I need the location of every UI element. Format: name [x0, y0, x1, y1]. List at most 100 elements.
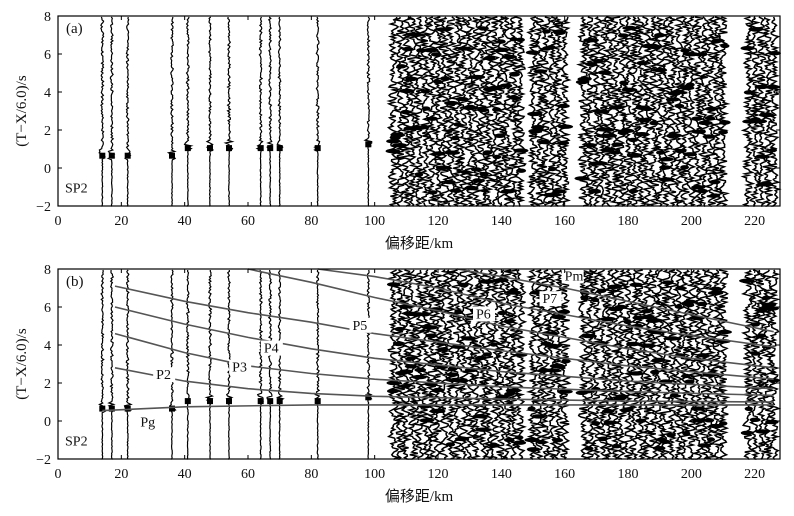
y-tick-label: 8 [44, 263, 51, 278]
seismic-trace [363, 16, 373, 207]
seismic-trace [487, 16, 503, 207]
seismic-trace [405, 16, 421, 207]
wavelet-blob [674, 103, 685, 109]
seismic-trace [499, 269, 514, 460]
y-tick-label: 2 [44, 124, 51, 139]
wavelet-blob [683, 299, 697, 304]
wavelet-blob [626, 153, 643, 158]
first-arrival-wavelet [124, 152, 131, 159]
x-tick-label: 60 [241, 467, 255, 482]
wavelet-blob [426, 116, 438, 121]
wavelet-blob [527, 406, 536, 411]
wavelet-blob [550, 314, 566, 320]
first-arrival-wavelet [99, 152, 106, 159]
seismic-trace [386, 16, 402, 207]
wavelet-blob [607, 284, 623, 289]
curve-p5 [114, 285, 774, 380]
panel-a: 0 20 40 60 80 100 120 140 160 180 200 220 −2 0 2 4 6 8 (a)… [14, 10, 782, 252]
seismic-trace [123, 269, 133, 460]
first-arrival-wavelet [314, 398, 321, 405]
first-arrival-wavelet [169, 152, 175, 159]
curve-label-background [260, 340, 283, 356]
x-tick-label: 140 [491, 467, 512, 482]
wavelet-blob [420, 312, 431, 317]
seismic-trace [204, 270, 215, 460]
wavelet-blob [422, 325, 439, 330]
wavelet-blob [504, 391, 515, 397]
seismic-trace [716, 16, 731, 207]
seismic-trace [658, 16, 673, 207]
seismic-trace [223, 16, 235, 207]
seismic-trace [633, 16, 648, 207]
seismic-trace [715, 269, 731, 460]
y-tick-label: 6 [44, 301, 51, 316]
curve-p2 [114, 367, 774, 403]
curve-label-background [153, 367, 176, 383]
wavelet-blob [619, 128, 635, 133]
wavelet-blob [552, 438, 564, 443]
y-tick-label: 8 [44, 10, 51, 25]
x-tick-label: 120 [428, 467, 449, 482]
seismic-trace [481, 269, 497, 460]
wavelet-blob [444, 100, 459, 106]
first-arrival-wavelet [184, 398, 191, 405]
seismic-trace [665, 269, 680, 460]
seismic-trace [410, 270, 427, 460]
wavelet-blob [580, 295, 589, 300]
wavelet-blob [704, 106, 719, 112]
seismic-trace [652, 16, 666, 207]
wavelet-blob [493, 133, 506, 138]
wavelet-blob [765, 419, 779, 425]
seismic-trace [621, 16, 635, 207]
first-arrival-wavelet [108, 152, 115, 159]
seismic-trace [600, 269, 616, 460]
seismic-trace [225, 269, 234, 460]
wavelet-blob [557, 124, 574, 129]
curve-p4 [114, 306, 774, 390]
curve-label: Pg [140, 416, 155, 431]
seismic-trace [456, 269, 472, 460]
seismic-trace [256, 269, 265, 460]
x-tick-label: 60 [241, 214, 255, 229]
wavelet-blob [751, 351, 761, 356]
seismic-trace [557, 269, 573, 460]
wavelet-blob [478, 279, 495, 284]
seismic-trace [470, 16, 484, 207]
wavelet-blob [450, 135, 460, 141]
wavelet-blob [706, 437, 716, 442]
first-arrival-wavelet [314, 145, 321, 152]
x-tick-label: 80 [304, 467, 318, 482]
wavelet-blob [405, 76, 419, 82]
trace-group [98, 16, 782, 207]
seismic-trace [582, 269, 598, 460]
x-tick-label: 160 [554, 214, 575, 229]
seismic-trace [313, 16, 321, 206]
seismic-trace [98, 269, 107, 460]
seismic-trace [638, 16, 655, 207]
wavelet-blob [386, 380, 400, 386]
curve-label-background [229, 359, 252, 375]
seismic-trace [442, 269, 459, 460]
wavelet-blob [509, 95, 520, 101]
wavelet-blob [766, 306, 779, 311]
wavelet-blob [674, 304, 683, 309]
seismic-trace [487, 269, 503, 460]
wavelet-blob [626, 341, 642, 347]
x-tick-label: 200 [681, 467, 702, 482]
seismic-trace [386, 269, 402, 460]
seismic-trace [462, 16, 476, 207]
first-arrival-wavelet [365, 141, 372, 148]
wavelet-blob [591, 421, 601, 426]
wavelet-blob [492, 154, 502, 160]
seismic-trace [753, 269, 770, 460]
seismic-trace [628, 16, 643, 207]
seismic-trace [98, 16, 106, 207]
wavelet-blob [691, 116, 703, 121]
wavelet-blob [641, 106, 653, 112]
wavelet-blob [398, 88, 415, 94]
wavelet-blob [611, 444, 622, 449]
travel-time-curves: Pg P2 P3 P4 P5 P6 P7 Pm [102, 268, 774, 431]
seismic-trace [760, 16, 775, 207]
